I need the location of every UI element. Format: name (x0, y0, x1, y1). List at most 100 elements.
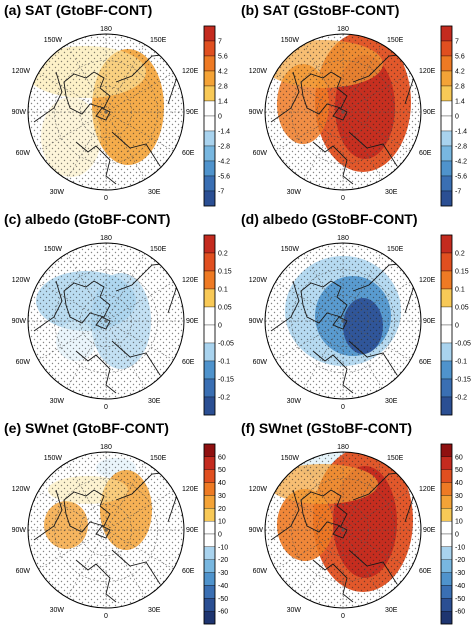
colorbar-tick-label: -50 (455, 596, 465, 603)
colorbar-frame (203, 443, 216, 625)
colorbar-segment-7 (440, 533, 453, 548)
lon-label-90e: 90E (186, 318, 199, 325)
latitude-circle-1 (291, 269, 395, 373)
colorbar-segment-6 (440, 520, 453, 535)
colorbar-tick-label: 30 (218, 493, 226, 500)
lon-label-60e: 60E (419, 150, 432, 157)
colorbar-segment-10 (203, 572, 216, 586)
meridian-line-11 (342, 281, 411, 322)
coastline-4 (270, 71, 300, 123)
meridian-line-5 (38, 529, 107, 570)
colorbar-tick-label: -2.8 (455, 144, 467, 151)
map-field-a (28, 34, 184, 190)
lon-label-90e: 90E (186, 527, 199, 534)
panel-a: (a) SAT (GtoBF-CONT) 180 150W 150E 120W 120E… (0, 0, 237, 209)
lon-label-0: 0 (104, 613, 108, 620)
colorbar-segment-11 (440, 190, 453, 207)
colorbar-tick-label: -20 (455, 557, 465, 564)
lon-label-90w: 90W (249, 318, 264, 325)
colorbar-tick-label: -7 (455, 189, 461, 196)
lon-label-180: 180 (100, 444, 112, 451)
meridian-line-8 (66, 253, 107, 322)
meridian-line-2 (342, 320, 383, 389)
lon-label-180: 180 (100, 235, 112, 242)
lon-label-120e: 120E (182, 486, 199, 493)
panel-c: (c) albedo (GtoBF-CONT) 180 150W 150E 120W 1… (0, 209, 237, 418)
meridian-line-11 (342, 490, 411, 531)
coastline-3 (348, 131, 398, 167)
colorbar-segment-6 (440, 115, 453, 132)
colorbar-segment-9 (203, 160, 216, 177)
colorbar-tick-label: 0 (455, 114, 459, 121)
colorbar-tick-label: -0.2 (218, 395, 230, 402)
colorbar-frame (440, 443, 453, 625)
colorbar-tick-label: -5.6 (455, 174, 467, 181)
colorbar-frame (203, 25, 216, 207)
lon-label-150e: 150E (387, 246, 404, 253)
lon-label-30e: 30E (148, 398, 161, 405)
lon-label-120w: 120W (249, 277, 268, 284)
colorbar-segment-2 (440, 270, 453, 290)
latitude-circle-1 (54, 269, 158, 373)
colorbar-tick-label: 0.05 (218, 305, 232, 312)
colorbar-segment-11 (203, 190, 216, 207)
lon-label-60e: 60E (419, 359, 432, 366)
meridian-line-5 (275, 111, 344, 152)
colorbar-segment-8 (203, 546, 216, 560)
colorbar-tick-label: 0.1 (455, 287, 465, 294)
lon-label-0: 0 (104, 404, 108, 411)
meridian-line-1 (105, 320, 174, 361)
colorbar-tick-label: -0.05 (218, 341, 234, 348)
latitude-circle-1 (54, 60, 158, 164)
lon-label-0: 0 (341, 195, 345, 202)
lon-label-150e: 150E (150, 455, 167, 462)
meridian-line-5 (275, 529, 344, 570)
meridian-line-4 (303, 111, 344, 180)
meridian-line-8 (303, 44, 344, 113)
colorbar-tick-label: -0.15 (455, 377, 471, 384)
coastline-0 (300, 71, 348, 115)
lon-label-0: 0 (104, 195, 108, 202)
panel-title-f: (f) SWnet (GStoBF-CONT) (241, 420, 413, 436)
colorbar-tick-label: -7 (218, 189, 224, 196)
colorbar-segment-12 (440, 598, 453, 612)
meridian-line-10 (105, 44, 146, 113)
map-border (27, 451, 185, 609)
colorbar-tick-label: 0 (218, 532, 222, 539)
lon-label-60e: 60E (182, 568, 195, 575)
meridian-line-10 (105, 253, 146, 322)
colorbar-frame (440, 25, 453, 207)
lon-label-30e: 30E (148, 607, 161, 614)
lon-label-120e: 120E (419, 486, 436, 493)
lon-label-120w: 120W (249, 68, 268, 75)
colorbar-tick-label: 40 (218, 480, 226, 487)
lon-label-120e: 120E (182, 68, 199, 75)
panel-f: (f) SWnet (GStoBF-CONT) 180 150W 150E 120W 1… (237, 418, 474, 627)
colorbar-segment-4 (440, 306, 453, 326)
colorbar-tick-label: 30 (455, 493, 463, 500)
colorbar-tick-label: 7 (455, 39, 459, 46)
meridian-line-5 (38, 111, 107, 152)
coastline-0 (63, 71, 111, 115)
meridian-line-7 (275, 490, 344, 531)
colorbar-tick-label: 0.2 (455, 251, 465, 258)
panel-b: (b) SAT (GStoBF-CONT) 180 150W 150E 120W 120… (237, 0, 474, 209)
colorbar-segment-1 (203, 252, 216, 272)
latitude-circle-1 (54, 478, 158, 582)
lon-label-120w: 120W (249, 486, 268, 493)
colorbar-segment-2 (440, 55, 453, 72)
lon-label-120e: 120E (182, 277, 199, 284)
colorbar-tick-label: 1.4 (455, 99, 465, 106)
colorbar-tick-label: -5.6 (218, 174, 230, 181)
lon-label-30w: 30W (287, 189, 302, 196)
lon-label-150e: 150E (150, 246, 167, 253)
colorbar-segment-8 (440, 378, 453, 398)
colorbar-tick-label: -0.2 (455, 395, 467, 402)
colorbar-tick-label: -30 (218, 570, 228, 577)
colorbar-segment-0 (440, 234, 453, 254)
colorbar-tick-label: 1.4 (218, 99, 228, 106)
coastline-3 (111, 131, 161, 167)
map-field-d (265, 243, 421, 399)
lon-label-0: 0 (341, 404, 345, 411)
polar-map-c: 180 150W 150E 120W 120E 90W 90E 60W 60E 30W 30E 0 0.… (12, 234, 234, 416)
